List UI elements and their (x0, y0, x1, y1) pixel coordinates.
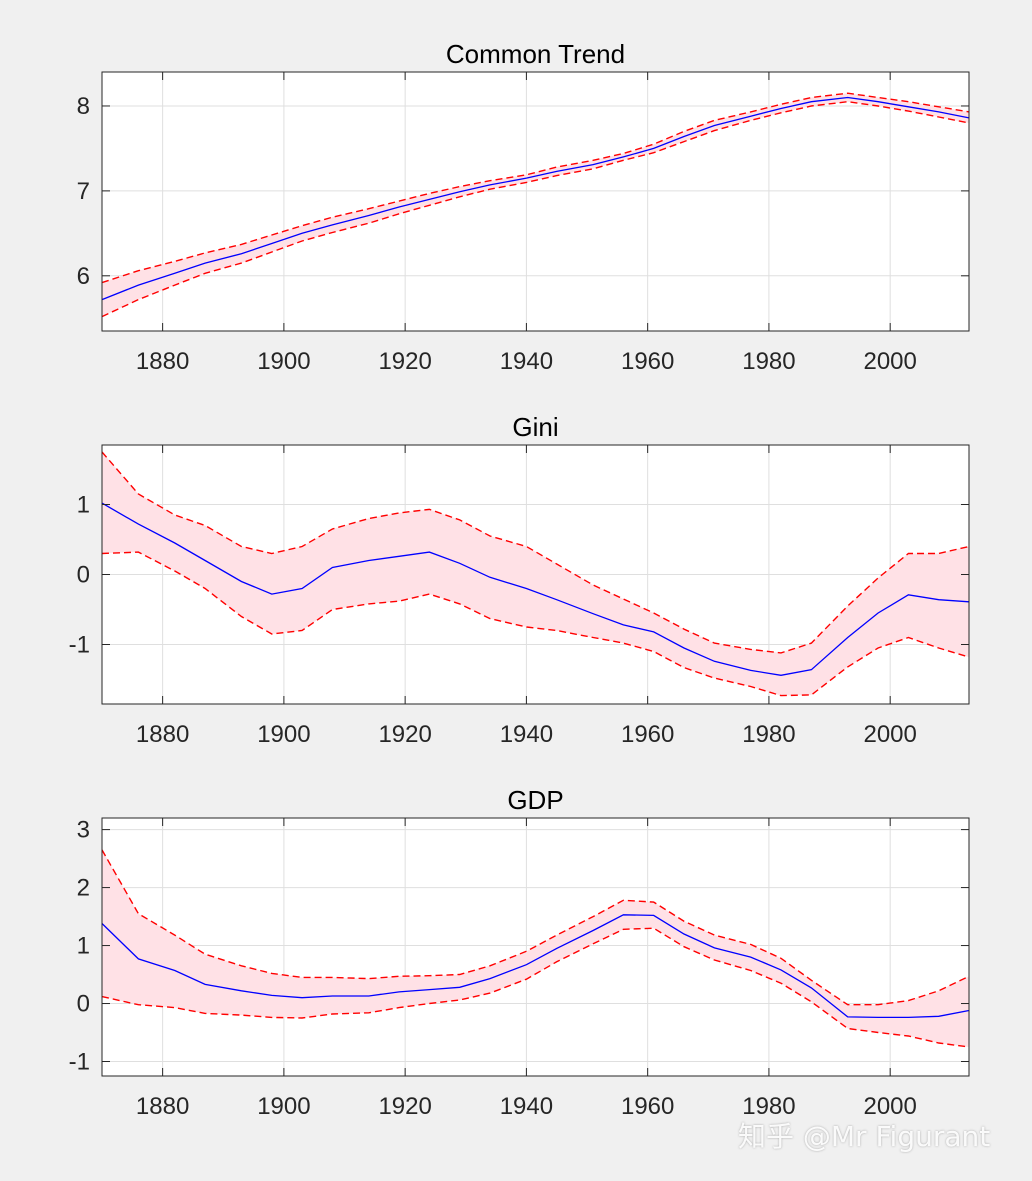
x-tick-label-1940: 1940 (500, 348, 553, 375)
y-tick-label-1: 0 (77, 562, 90, 589)
y-tick-label-2: 8 (77, 93, 90, 120)
median-line (101, 502, 970, 676)
lower-bound-line (101, 100, 970, 318)
y-tick-label-2: 1 (77, 933, 90, 960)
y-tick-label-0: 3 (77, 817, 90, 844)
chart-title: Common Trend (446, 39, 625, 69)
chart-gini: 1880 1900 1920 1940 1960 1980 2000 1 0 -1 Gini (69, 412, 970, 748)
x-tick-label-1880: 1880 (136, 348, 189, 375)
y-tick-label-0: 6 (77, 263, 90, 290)
chart-title: Gini (512, 412, 558, 442)
upper-bound-line (101, 451, 970, 654)
y-tick-label-0: 1 (77, 492, 90, 519)
x-tick-label-1960: 1960 (621, 721, 674, 748)
x-tick-label-1960: 1960 (621, 1093, 674, 1120)
y-tick-label-1: 7 (77, 178, 90, 205)
y-tick-label-3: 0 (77, 991, 90, 1018)
x-tick-label-1900: 1900 (257, 721, 310, 748)
chart-common-trend: 1880 1900 1920 1940 1960 1980 2000 6 7 8 Common Tr… (77, 39, 970, 375)
x-tick-label-1920: 1920 (378, 1093, 431, 1120)
x-tick-label-2000: 2000 (863, 1093, 916, 1120)
x-tick-label-1980: 1980 (742, 721, 795, 748)
upper-bound-line (101, 849, 970, 1006)
x-tick-label-1980: 1980 (742, 348, 795, 375)
chart-gdp: 1880 1900 1920 1940 1960 1980 2000 3 2 1 0 -1 GDP (69, 785, 970, 1120)
axes-box (101, 817, 970, 1077)
y-tick-label-2: -1 (69, 632, 90, 659)
median-line (101, 96, 970, 301)
x-tick-label-2000: 2000 (863, 348, 916, 375)
x-tick-label-1900: 1900 (257, 348, 310, 375)
x-tick-label-1940: 1940 (500, 1093, 553, 1120)
x-tick-label-1880: 1880 (136, 1093, 189, 1120)
confidence-band (102, 849, 969, 1047)
y-tick-label-1: 2 (77, 875, 90, 902)
confidence-band (102, 452, 969, 696)
lower-bound-line (101, 551, 970, 697)
y-tick-label-4: -1 (69, 1049, 90, 1076)
x-tick-label-1880: 1880 (136, 721, 189, 748)
median-line (101, 914, 970, 1019)
plot-area (102, 72, 969, 331)
lower-bound-line (101, 927, 970, 1048)
x-tick-label-1920: 1920 (378, 348, 431, 375)
axes-box (101, 71, 970, 332)
x-tick-label-2000: 2000 (863, 721, 916, 748)
upper-bound-line (101, 92, 970, 284)
chart-title: GDP (507, 785, 563, 815)
watermark: 知乎 @Mr Figurant (738, 1120, 991, 1153)
x-tick-label-1920: 1920 (378, 721, 431, 748)
x-tick-label-1980: 1980 (742, 1093, 795, 1120)
x-tick-label-1960: 1960 (621, 348, 674, 375)
x-tick-label-1900: 1900 (257, 1093, 310, 1120)
x-tick-label-1940: 1940 (500, 721, 553, 748)
